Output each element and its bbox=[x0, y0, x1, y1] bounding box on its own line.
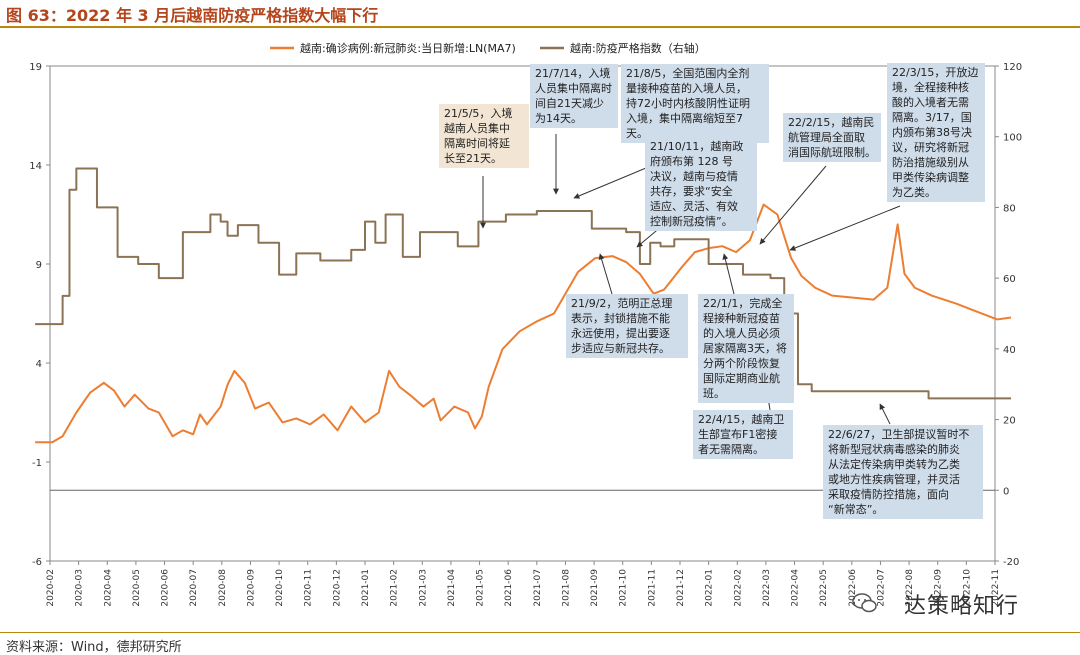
x-tick-label: 2021-09 bbox=[590, 569, 600, 607]
annotation-box-a9: 22/4/15，越南卫 生部宣布F1密接 者无需隔离。 bbox=[693, 410, 793, 459]
annotation-box-a7: 21/9/2，范明正总理 表示，封锁措施不能 永远使用，提出要逐 步适应与新冠共… bbox=[566, 294, 688, 358]
y-left-tick-label: 14 bbox=[29, 161, 42, 172]
wechat-icon bbox=[852, 593, 877, 613]
y-right-tick-label: 80 bbox=[1003, 203, 1016, 214]
y-right-tick-label: 40 bbox=[1003, 345, 1016, 356]
annotation-box-a4: 21/10/11，越南政 府颁布第 128 号 决议，越南与疫情 共存，要求“安… bbox=[645, 137, 757, 231]
y-left-tick-label: 19 bbox=[29, 62, 42, 73]
annotation-arrow bbox=[759, 165, 827, 245]
annotation-arrow bbox=[598, 253, 613, 295]
x-tick-label: 2021-05 bbox=[476, 569, 486, 607]
annotation-box-a1: 21/5/5，入境 越南人员集中 隔离时间将延 长至21天。 bbox=[439, 104, 529, 168]
y-left-tick-label: 9 bbox=[36, 260, 42, 271]
annotation-arrow bbox=[789, 205, 901, 251]
x-tick-label: 2021-06 bbox=[504, 569, 514, 607]
x-tick-label: 2020-11 bbox=[304, 569, 314, 607]
y-right-tick-label: -20 bbox=[1003, 557, 1019, 568]
x-tick-label: 2022-02 bbox=[733, 569, 743, 607]
legend: 越南:确诊病例:新冠肺炎:当日新增:LN(MA7) 越南:防疫严格指数（右轴） bbox=[270, 41, 706, 55]
x-tick-label: 2022-08 bbox=[905, 569, 915, 607]
source-text: 资料来源：Wind，德邦研究所 bbox=[6, 640, 182, 655]
x-tick-label: 2022-10 bbox=[962, 569, 972, 607]
series-cases-line bbox=[35, 203, 1012, 444]
annotation-box-a5: 22/2/15，越南民 航管理局全面取 消国际航班限制。 bbox=[783, 113, 881, 162]
y-left-tick-label: -1 bbox=[32, 458, 42, 469]
y-left-tick-label: 4 bbox=[36, 359, 42, 370]
annotation-arrow bbox=[879, 403, 891, 425]
y-right-tick-label: 0 bbox=[1003, 486, 1009, 497]
chart-area: 19 14 9 4 -1 -6 120 100 80 60 40 20 0 -20 2020-02 2020-… bbox=[29, 41, 1022, 607]
x-tick-label: 2022-11 bbox=[991, 569, 1001, 607]
annotation-arrow bbox=[722, 253, 735, 295]
axes: 19 14 9 4 -1 -6 120 100 80 60 40 20 0 -20 2020-02 2020-… bbox=[29, 62, 1022, 607]
title-bar: 图 63：2022 年 3 月后越南防疫严格指数大幅下行 bbox=[0, 0, 1080, 28]
x-tick-label: 2020-10 bbox=[275, 569, 285, 607]
figure-title: 图 63：2022 年 3 月后越南防疫严格指数大幅下行 bbox=[6, 6, 379, 25]
x-tick-label: 2020-12 bbox=[332, 569, 342, 607]
x-tick-label: 2021-03 bbox=[418, 569, 428, 607]
x-tick-label: 2021-10 bbox=[619, 569, 629, 607]
x-tick-label: 2020-05 bbox=[132, 569, 142, 607]
y-right-tick-label: 60 bbox=[1003, 274, 1016, 285]
x-tick-label: 2020-04 bbox=[103, 569, 113, 607]
plot-frame bbox=[49, 65, 996, 562]
y-right-tick-label: 100 bbox=[1003, 133, 1022, 144]
x-tick-label: 2021-07 bbox=[533, 569, 543, 607]
x-tick-label: 2020-06 bbox=[161, 569, 171, 607]
annotation-box-a3: 21/8/5，全国范围内全剂 量接种疫苗的入境人员， 持72小时内核酸阴性证明 … bbox=[621, 64, 769, 143]
legend-label: 越南:确诊病例:新冠肺炎:当日新增:LN(MA7) bbox=[300, 41, 516, 55]
x-tick-label: 2022-06 bbox=[848, 569, 858, 607]
annotation-box-a2: 21/7/14，入境 人员集中隔离时 间自21天减少 为14天。 bbox=[530, 64, 618, 128]
x-tick-label: 2021-12 bbox=[676, 569, 686, 607]
x-tick-label: 2020-07 bbox=[189, 569, 199, 607]
x-tick-label: 2022-01 bbox=[705, 569, 715, 607]
y-right-tick-label: 120 bbox=[1003, 62, 1022, 73]
x-tick-label: 2021-04 bbox=[447, 569, 457, 607]
x-tick-label: 2021-11 bbox=[647, 569, 657, 607]
series-layer bbox=[35, 167, 1012, 444]
source-divider bbox=[0, 632, 1080, 633]
x-tick-label: 2020-08 bbox=[218, 569, 228, 607]
x-tick-label: 2020-03 bbox=[75, 569, 85, 607]
y-left-tick-label: -6 bbox=[32, 557, 42, 568]
x-tick-label: 2021-08 bbox=[561, 569, 571, 607]
x-tick-label: 2022-07 bbox=[876, 569, 886, 607]
annotation-box-a6: 22/3/15，开放边 境，全程接种核 酸的入境者无需 隔离。3/17，国 内颁… bbox=[887, 63, 985, 202]
annotation-box-a10: 22/6/27，卫生部提议暂时不 将新型冠状病毒感染的肺炎 从法定传染病甲类转为… bbox=[823, 425, 983, 519]
annotation-box-a8: 22/1/1，完成全 程接种新冠疫苗 的入境人员必须 居家隔离3天，将 分两个阶… bbox=[698, 294, 794, 403]
x-tick-label: 2022-04 bbox=[791, 569, 801, 607]
x-tick-label: 2020-02 bbox=[46, 569, 56, 607]
x-tick-label: 2022-05 bbox=[819, 569, 829, 607]
series-stringency-line bbox=[35, 167, 1012, 400]
legend-label: 越南:防疫严格指数（右轴） bbox=[570, 41, 706, 55]
x-tick-label: 2021-02 bbox=[390, 569, 400, 607]
x-tick-label: 2022-09 bbox=[934, 569, 944, 607]
y-right-tick-label: 20 bbox=[1003, 416, 1016, 427]
x-tick-label: 2022-03 bbox=[762, 569, 772, 607]
x-tick-label: 2020-09 bbox=[246, 569, 256, 607]
watermark-text: 达策略知行 bbox=[904, 594, 1020, 619]
x-tick-label: 2021-01 bbox=[361, 569, 371, 607]
